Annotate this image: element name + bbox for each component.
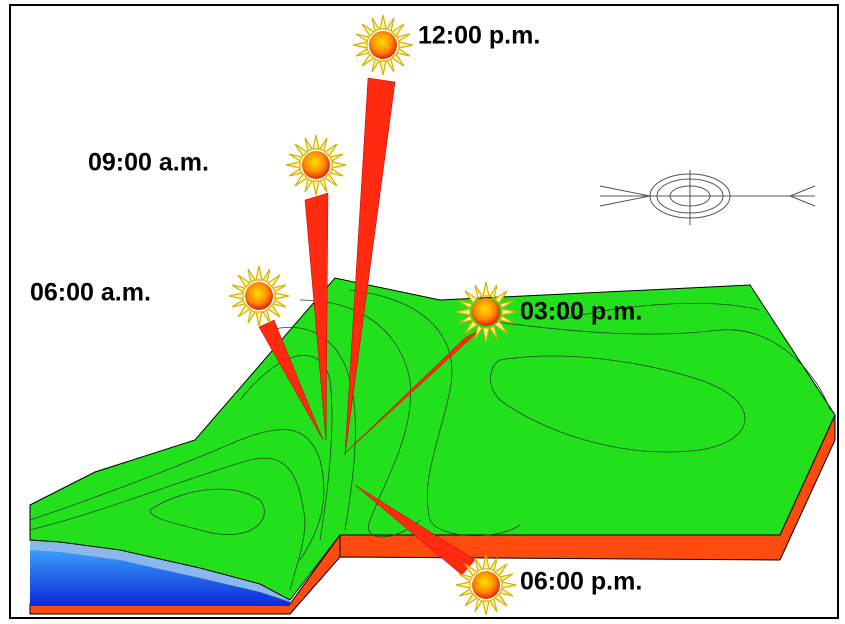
time-label: 12:00 p.m. [418, 22, 540, 50]
sun-icon [285, 134, 347, 196]
compass [599, 170, 816, 225]
time-label: 09:00 a.m. [88, 149, 209, 177]
sun-icon [455, 281, 517, 343]
time-label: 06:00 p.m. [520, 568, 642, 596]
terrain [29, 277, 836, 615]
sun-rays [258, 77, 481, 576]
time-label: 03:00 p.m. [520, 298, 642, 326]
sun-icon [352, 14, 414, 76]
time-label: 06:00 a.m. [30, 279, 151, 307]
sun-icon [228, 265, 290, 327]
sun-icon [455, 554, 517, 616]
